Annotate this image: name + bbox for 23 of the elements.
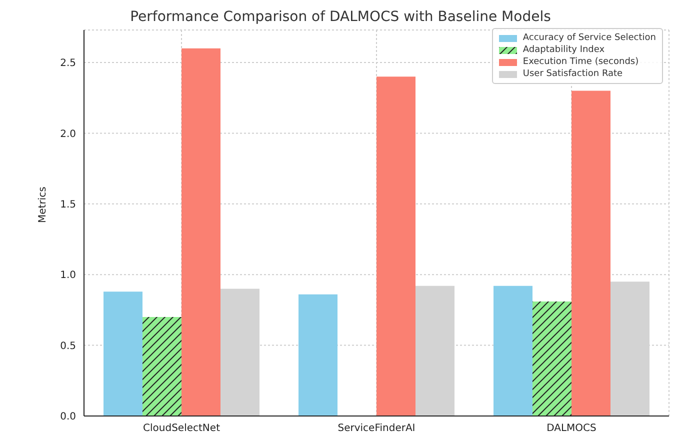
bar — [376, 76, 416, 416]
y-tick-label: 2.5 — [60, 58, 76, 70]
x-tick-label: CloudSelectNet — [143, 423, 220, 434]
legend-label: Adaptability Index — [522, 45, 605, 55]
bar — [104, 292, 142, 416]
legend-label: User Satisfaction Rate — [522, 69, 623, 79]
bar — [494, 286, 532, 416]
bar — [142, 317, 182, 416]
bar — [572, 90, 610, 416]
x-tick-label: ServiceFinderAI — [338, 423, 416, 434]
y-tick-label: 1.5 — [60, 199, 76, 210]
legend-label: Accuracy of Service Selection — [522, 33, 656, 43]
y-tick-label: 1.0 — [60, 270, 76, 282]
legend-label: Execution Time (seconds) — [522, 57, 639, 67]
bar — [532, 301, 572, 416]
y-tick-label: 0.5 — [60, 340, 76, 352]
y-axis-title: Metrics — [38, 186, 49, 223]
bar — [182, 48, 220, 416]
bar — [298, 294, 338, 416]
y-tick-label: 0.0 — [60, 412, 76, 423]
x-tick-label: DALMOCS — [546, 423, 596, 434]
chart-title: Performance Comparison of DALMOCS with Baseline Models — [129, 8, 552, 26]
y-tick-label: 2.0 — [60, 128, 76, 140]
